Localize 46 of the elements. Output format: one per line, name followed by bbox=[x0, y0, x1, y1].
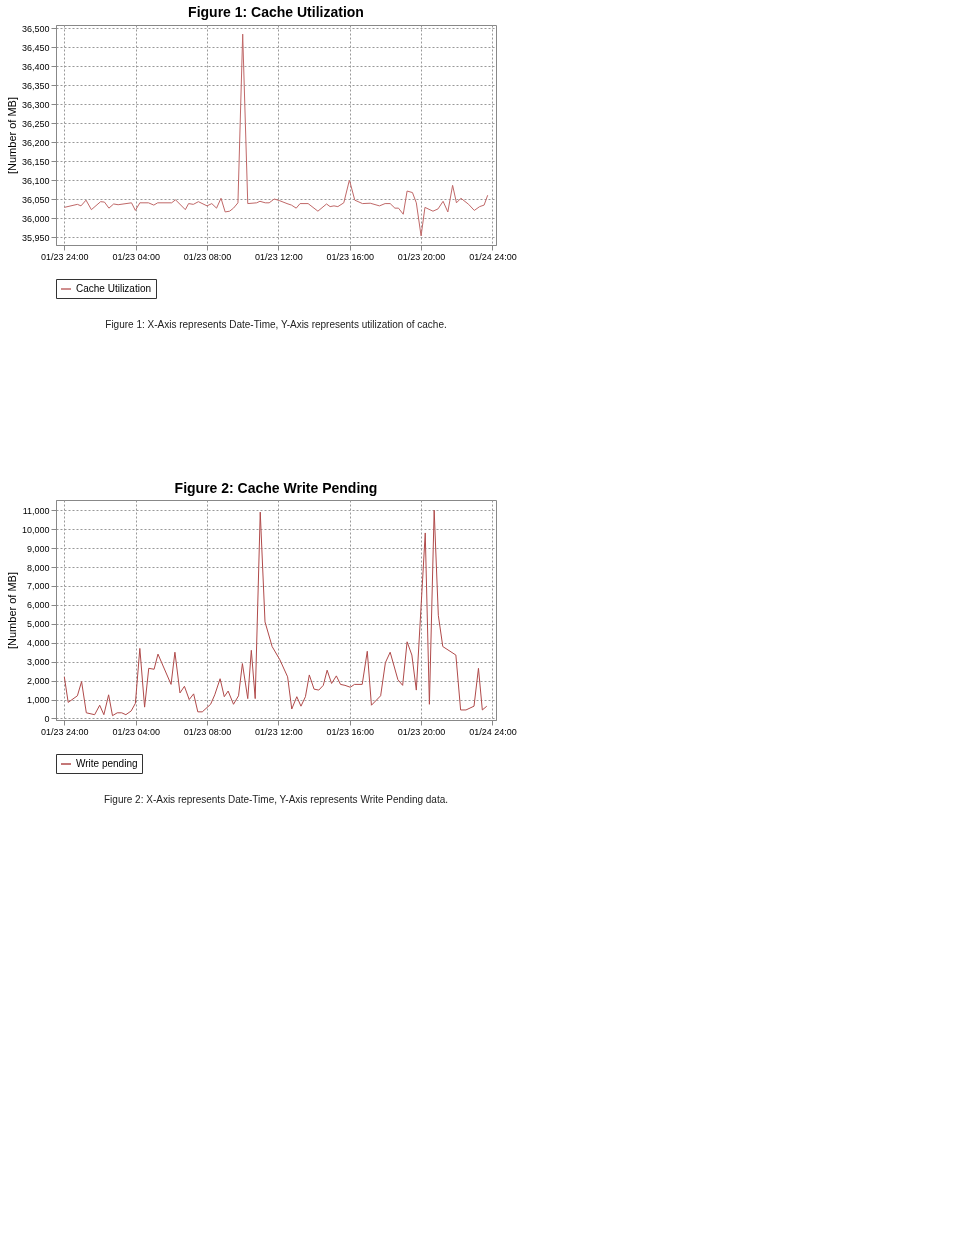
x-tick-label: 01/23 04:00 bbox=[112, 251, 160, 262]
y-tick-label: 36,300 bbox=[21, 99, 50, 110]
y-tick-label: 36,400 bbox=[21, 61, 50, 72]
x-tick-label: 01/23 20:00 bbox=[397, 251, 446, 262]
y-tick-label: 36,450 bbox=[21, 42, 50, 53]
y-tick-label: 36,200 bbox=[21, 137, 50, 148]
y-tick-label: 4,000 bbox=[26, 638, 50, 649]
x-tick-label: 01/23 20:00 bbox=[397, 726, 446, 737]
y-tick-label: 36,250 bbox=[21, 118, 50, 129]
caption: Figure 2: X-Axis represents Date-Time, Y-Axis represents Write Pending data. bbox=[103, 794, 449, 805]
y-axis-title: [Number of MB] bbox=[5, 571, 18, 650]
x-tick-label: 01/23 08:00 bbox=[183, 726, 232, 737]
x-tick-label: 01/23 12:00 bbox=[255, 726, 303, 737]
x-tick-label: 01/23 16:00 bbox=[326, 726, 374, 737]
x-tick-label: 01/24 24:00 bbox=[469, 726, 517, 737]
x-tick-label: 01/23 08:00 bbox=[183, 251, 232, 262]
x-tick-label: 01/23 12:00 bbox=[255, 251, 303, 262]
x-tick-label: 01/23 24:00 bbox=[41, 726, 89, 737]
y-tick-label: 9,000 bbox=[26, 543, 50, 554]
y-tick-label: 7,000 bbox=[26, 581, 50, 592]
y-tick-label: 36,350 bbox=[21, 80, 50, 91]
y-tick-label: 36,000 bbox=[21, 213, 50, 224]
y-tick-label: 6,000 bbox=[26, 600, 50, 611]
y-tick-label: 36,150 bbox=[21, 156, 50, 167]
y-tick-label: 36,050 bbox=[21, 194, 50, 205]
legend-label: Write pending bbox=[76, 758, 138, 769]
y-tick-label: 0 bbox=[44, 713, 50, 724]
y-tick-label: 3,000 bbox=[26, 657, 50, 668]
y-tick-label: 2,000 bbox=[26, 676, 50, 687]
x-tick-label: 01/24 24:00 bbox=[469, 251, 517, 262]
caption: Figure 1: X-Axis represents Date-Time, Y-Axis represents utilization of cache. bbox=[105, 319, 447, 330]
x-tick-label: 01/23 24:00 bbox=[41, 251, 89, 262]
y-axis-title: [Number of MB] bbox=[5, 96, 18, 175]
x-tick-label: 01/23 04:00 bbox=[112, 726, 160, 737]
chart-title: Figure 1: Cache Utilization bbox=[188, 4, 364, 21]
y-tick-label: 10,000 bbox=[21, 524, 50, 535]
y-tick-label: 35,950 bbox=[21, 232, 50, 243]
y-tick-label: 36,100 bbox=[21, 175, 50, 186]
chart-title: Figure 2: Cache Write Pending bbox=[174, 480, 378, 496]
legend-label: Cache Utilization bbox=[76, 283, 152, 294]
y-tick-label: 5,000 bbox=[26, 619, 50, 630]
y-tick-label: 36,500 bbox=[21, 23, 50, 34]
y-tick-label: 8,000 bbox=[26, 562, 50, 573]
y-tick-label: 1,000 bbox=[26, 695, 50, 706]
x-tick-label: 01/23 16:00 bbox=[326, 251, 374, 262]
y-tick-label: 11,000 bbox=[22, 505, 50, 516]
